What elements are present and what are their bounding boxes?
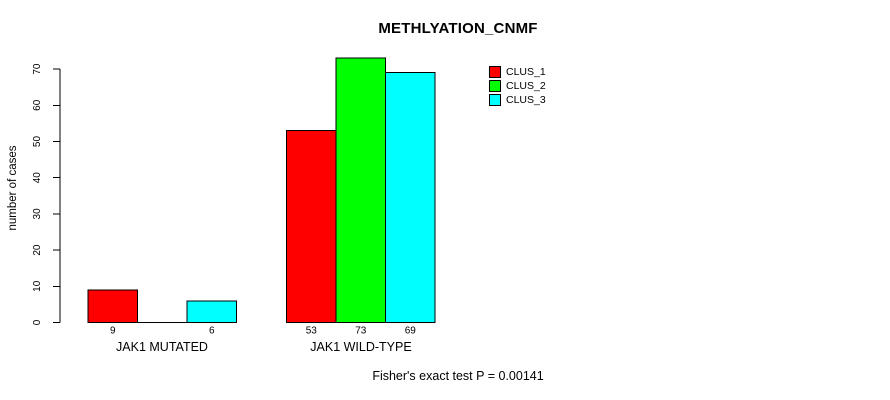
bar-clus-1-jak1-wild-type (286, 130, 337, 323)
chart-title: METHLYATION_CNMF (378, 20, 538, 37)
bar-clus-1-jak1-mutated (87, 289, 138, 324)
legend-item-clus-2: CLUS_2 (489, 80, 546, 92)
bar-value-label-clus-3-jak1-mutated: 6 (209, 326, 215, 337)
legend: CLUS_1 CLUS_2 CLUS_3 (489, 66, 546, 108)
y-axis-title: number of cases (7, 145, 19, 230)
y-axis-tick-label: 70 (32, 63, 43, 75)
annotation-fisher-test: Fisher's exact test P = 0.00141 (372, 369, 544, 383)
bar-value-label-clus-1-jak1-wild-type: 53 (306, 326, 318, 337)
y-axis: 0 10 20 30 40 50 60 70 (32, 63, 61, 325)
legend-swatch-clus-1 (489, 66, 501, 78)
y-axis-tick-label: 40 (32, 172, 43, 184)
y-axis-tick-label: 20 (32, 244, 43, 256)
bar-value-label-clus-3-jak1-wild-type: 69 (405, 326, 417, 337)
y-axis-tick-label: 0 (32, 319, 43, 325)
bar-value-label-clus-1-jak1-mutated: 9 (110, 326, 116, 337)
legend-label-clus-2: CLUS_2 (506, 80, 546, 92)
y-axis-tick-label: 60 (32, 99, 43, 111)
legend-item-clus-3: CLUS_3 (489, 94, 546, 106)
bar-clus-2-jak1-wild-type (335, 57, 386, 324)
y-axis-tick-label: 30 (32, 208, 43, 220)
bar-value-labels: 9 6 53 73 69 (110, 326, 416, 337)
category-label-jak1-wild-type: JAK1 WILD-TYPE (310, 340, 412, 354)
legend-swatch-clus-2 (489, 80, 501, 92)
bars-group (87, 57, 436, 324)
legend-label-clus-3: CLUS_3 (506, 94, 546, 106)
bar-clus-3-jak1-wild-type (385, 72, 436, 323)
y-axis-tick-label: 50 (32, 136, 43, 148)
legend-item-clus-1: CLUS_1 (489, 66, 546, 78)
bar-value-label-clus-2-jak1-wild-type: 73 (355, 326, 367, 337)
legend-swatch-clus-3 (489, 94, 501, 106)
category-label-jak1-mutated: JAK1 MUTATED (116, 340, 208, 354)
y-axis-tick-label: 10 (32, 280, 43, 292)
bar-clus-3-jak1-mutated (186, 300, 237, 323)
legend-label-clus-1: CLUS_1 (506, 66, 546, 78)
